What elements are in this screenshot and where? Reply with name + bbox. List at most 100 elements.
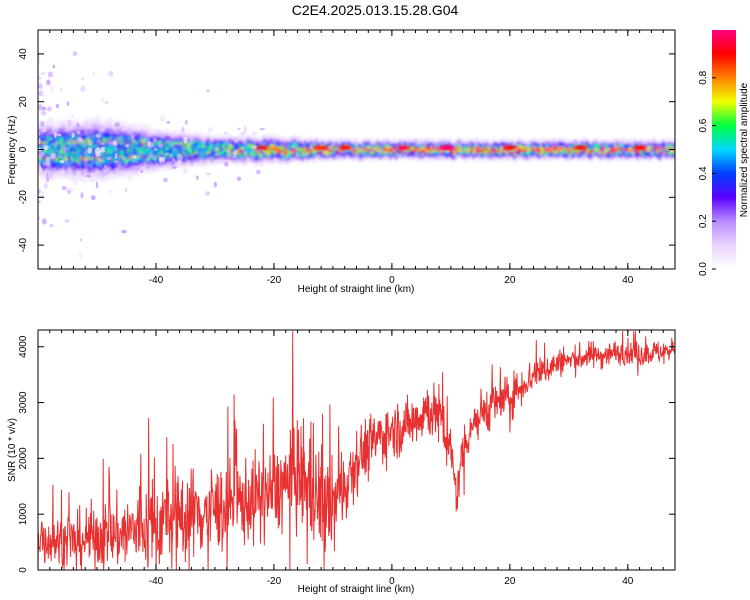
spectrogram-cell [341,149,345,152]
spectrogram-cell [151,134,155,137]
spectrogram-cell [147,156,151,159]
spectrogram-cell [116,156,120,159]
spectrogram-cell [71,164,74,168]
spectrogram-cell [589,147,592,150]
spectrogram-cell [199,137,202,140]
spectrogram-cell [659,149,663,152]
spectrogram-cell [157,134,161,137]
spectrogram-cell [137,172,140,176]
spectrogram-cell [128,152,132,156]
spectrogram-cell [281,144,285,148]
spectrogram-cell [337,141,340,145]
spectrogram-cell [430,158,433,162]
spectrogram-cell [275,137,279,141]
spectrogram-cell [234,141,237,145]
spectrogram-cell [69,160,72,164]
spectrogram-cell [283,146,287,150]
spectrogram-cell [386,137,390,141]
spectrogram-cell [475,156,479,160]
spectrogram-cell [364,155,367,158]
spectrogram-cell [155,159,159,163]
spectrogram-cell [516,155,520,158]
spectrogram-cell [250,134,254,137]
spectrogram-cell [300,141,303,144]
spectrogram-cell [329,143,332,147]
spectrogram-cell [362,151,365,154]
spectrogram-cell [56,157,60,160]
spectrogram-cell [186,132,190,135]
spectrogram-cell [587,147,590,150]
spectrogram-cell [432,141,435,145]
spectrogram-cell [89,142,93,145]
spectrogram-cell [242,155,246,158]
spectrogram-cell [178,137,182,141]
spectrogram-cell [527,141,530,145]
spectrogram-cell [647,156,650,160]
spectrogram-cell [62,134,66,138]
spectrogram-cell [64,171,68,175]
spectrogram-cell [267,147,270,151]
spectrogram-cell [211,136,215,140]
spectrogram-cell [452,147,456,150]
spectrogram-cell [370,155,374,158]
spectrogram-cell [258,164,262,168]
spectrogram-cell [438,151,442,154]
spectrogram-cell [236,157,239,160]
spectrogram-cell [209,141,212,144]
spectrogram-cell [201,137,204,140]
spectrogram-cell [240,136,243,139]
spectrogram-cell [599,160,603,164]
spectrogram-cell [122,154,126,157]
spectrogram-cell [537,151,541,154]
spectrogram-cell [370,145,374,148]
spectrogram-cell [50,127,54,131]
spectrogram-cell [242,139,246,143]
spectrogram-cell [62,169,66,172]
spectrogram-cell [104,177,107,180]
spectrogram-cell [440,137,444,141]
spectrogram-cell [232,138,235,141]
spectrogram-speckle [99,149,106,153]
spectrogram-cell [632,143,636,147]
spectrogram-cell [605,139,609,143]
spectrogram-cell [205,149,208,153]
spectrogram-cell [256,139,260,143]
spectrogram-cell [50,167,54,171]
spectrogram-cell [71,145,74,149]
spectrogram-cell [312,153,316,156]
spectrogram-cell [242,151,246,154]
spectrogram-cell [50,165,54,169]
spectrogram-cell [430,156,433,160]
spectrogram-cell [85,124,89,127]
spectrogram-cell [42,158,45,161]
spectrogram-cell [182,142,186,146]
spectrogram-cell [203,136,206,140]
spectrogram-cell [403,151,407,154]
spectrogram-cell [465,145,468,148]
spectrogram-cell [79,163,82,167]
spectrogram-speckle [40,120,45,128]
spectrogram-cell [306,140,310,144]
spectrogram-cell [122,165,126,169]
spectrogram-cell [285,157,289,161]
spectrogram-cell [244,143,248,147]
spectrogram-cell [99,123,103,126]
spectrogram-cell [205,153,208,156]
spectrogram-cell [281,160,285,163]
spectrogram-cell [659,141,663,145]
spectrogram-cell [87,122,91,126]
spectrogram-cell [279,150,283,154]
spectrogram-cell [605,149,609,152]
spectrogram-cell [465,155,468,158]
spectrogram-cell [85,170,89,173]
spectrogram-cell [273,161,276,164]
spectrogram-cell [93,167,97,171]
spectrogram-cell [130,123,134,126]
spectrogram-cell [403,153,407,156]
spectrogram-cell [327,146,330,149]
spectrogram-cell [75,159,78,162]
spectrogram-cell [163,156,167,159]
spectrogram-cell [552,151,555,154]
spectrogram-cell [302,158,305,161]
spectrogram-cell [609,149,613,152]
